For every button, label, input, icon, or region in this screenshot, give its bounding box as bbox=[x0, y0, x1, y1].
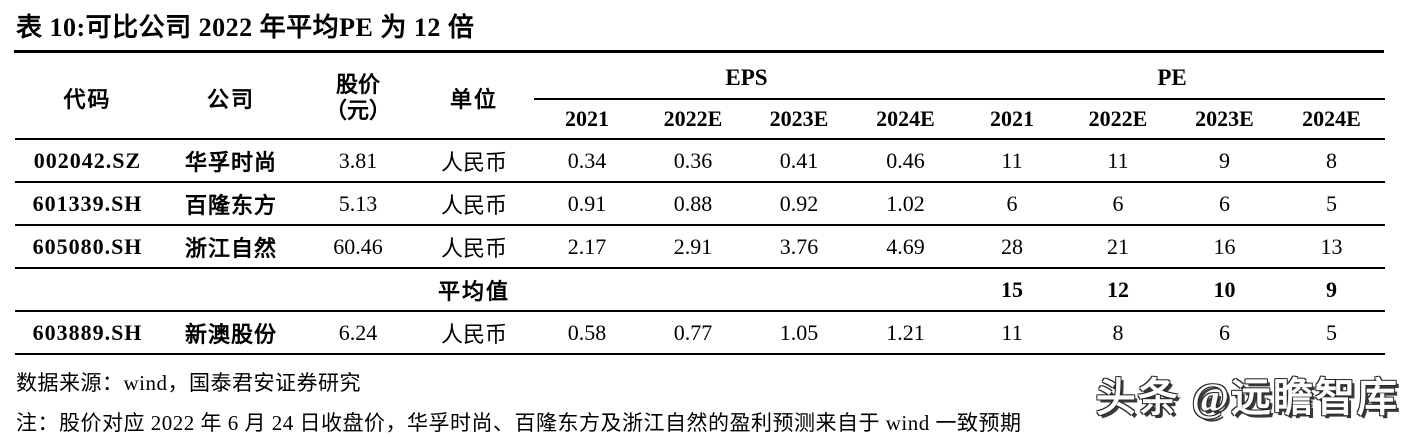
cell-eps-2023e bbox=[746, 268, 852, 312]
col-header-company: 公司 bbox=[160, 53, 302, 140]
cell-pe-2022e: 6 bbox=[1065, 182, 1171, 226]
cell-pe-2022e: 21 bbox=[1065, 225, 1171, 269]
eps-year-2023e: 2023E bbox=[746, 99, 852, 140]
group-header-pe: PE bbox=[959, 53, 1386, 100]
table-row-xinao: 603889.SH 新澳股份 6.24 人民币 0.58 0.77 1.05 1… bbox=[15, 311, 1386, 355]
cell-code: 002042.SZ bbox=[15, 139, 160, 183]
cell-eps-2021: 0.91 bbox=[534, 182, 640, 226]
cell-eps-2022e: 2.91 bbox=[640, 225, 746, 269]
cell-pe-2024e: 5 bbox=[1278, 311, 1386, 355]
cell-average-label: 平均值 bbox=[414, 268, 534, 312]
cell-eps-2024e: 4.69 bbox=[852, 225, 959, 269]
cell-pe-2024e: 8 bbox=[1278, 139, 1386, 183]
cell-company: 百隆东方 bbox=[160, 182, 302, 226]
cell-pe-2023e: 16 bbox=[1171, 225, 1278, 269]
cell-company: 浙江自然 bbox=[160, 225, 302, 269]
cell-eps-2021: 0.58 bbox=[534, 311, 640, 355]
cell-eps-2022e: 0.88 bbox=[640, 182, 746, 226]
group-header-eps: EPS bbox=[534, 53, 959, 100]
pe-year-2023e: 2023E bbox=[1171, 99, 1278, 140]
cell-eps-2021 bbox=[534, 268, 640, 312]
cell-company: 华孚时尚 bbox=[160, 139, 302, 183]
cell-eps-2023e: 0.92 bbox=[746, 182, 852, 226]
cell-code: 605080.SH bbox=[15, 225, 160, 269]
cell-pe-2022e: 8 bbox=[1065, 311, 1171, 355]
header-group-row: 代码 公司 股价 （元） 单位 EPS PE bbox=[15, 53, 1386, 140]
table-row-zhejiang: 605080.SH 浙江自然 60.46 人民币 2.17 2.91 3.76 … bbox=[15, 225, 1386, 269]
cell-pe-2024e: 13 bbox=[1278, 225, 1386, 269]
pe-year-2021: 2021 bbox=[959, 99, 1065, 140]
cell-pe-2021: 28 bbox=[959, 225, 1065, 269]
cell-eps-2023e: 1.05 bbox=[746, 311, 852, 355]
cell-eps-2021: 2.17 bbox=[534, 225, 640, 269]
cell-pe-2022e: 12 bbox=[1065, 268, 1171, 312]
cell-eps-2022e: 0.36 bbox=[640, 139, 746, 183]
cell-pe-2021: 11 bbox=[959, 311, 1065, 355]
eps-year-2022e: 2022E bbox=[640, 99, 746, 140]
col-header-unit: 单位 bbox=[414, 53, 534, 140]
table-row-bailong: 601339.SH 百隆东方 5.13 人民币 0.91 0.88 0.92 1… bbox=[15, 182, 1386, 226]
cell-unit: 人民币 bbox=[414, 311, 534, 355]
cell-pe-2024e: 9 bbox=[1278, 268, 1386, 312]
price-header-line1: 股价 bbox=[335, 72, 380, 98]
cell-pe-2023e: 6 bbox=[1171, 311, 1278, 355]
cell-code bbox=[15, 268, 160, 312]
pe-year-2024e: 2024E bbox=[1278, 99, 1386, 140]
cell-eps-2023e: 0.41 bbox=[746, 139, 852, 183]
table-row-huafu: 002042.SZ 华孚时尚 3.81 人民币 0.34 0.36 0.41 0… bbox=[15, 139, 1386, 183]
cell-unit: 人民币 bbox=[414, 225, 534, 269]
cell-price: 5.13 bbox=[302, 182, 414, 226]
report-page: 表 10:可比公司 2022 年平均PE 为 12 倍 代码 公司 股价 （元）… bbox=[0, 7, 1407, 435]
cell-eps-2022e: 0.77 bbox=[640, 311, 746, 355]
col-header-price: 股价 （元） bbox=[302, 53, 414, 140]
cell-price: 3.81 bbox=[302, 139, 414, 183]
cell-code: 601339.SH bbox=[15, 182, 160, 226]
eps-year-2021: 2021 bbox=[534, 99, 640, 140]
cell-pe-2022e: 11 bbox=[1065, 139, 1171, 183]
cell-company: 新澳股份 bbox=[160, 311, 302, 355]
eps-year-2024e: 2024E bbox=[852, 99, 959, 140]
cell-unit: 人民币 bbox=[414, 182, 534, 226]
cell-pe-2023e: 6 bbox=[1171, 182, 1278, 226]
cell-company bbox=[160, 268, 302, 312]
pe-year-2022e: 2022E bbox=[1065, 99, 1171, 140]
cell-eps-2024e bbox=[852, 268, 959, 312]
cell-eps-2023e: 3.76 bbox=[746, 225, 852, 269]
cell-pe-2021: 11 bbox=[959, 139, 1065, 183]
cell-pe-2021: 15 bbox=[959, 268, 1065, 312]
header-years-row: 2021 2022E 2023E 2024E 2021 2022E 2023E … bbox=[15, 99, 1386, 140]
table-title: 表 10:可比公司 2022 年平均PE 为 12 倍 bbox=[16, 13, 475, 42]
col-header-code: 代码 bbox=[15, 53, 160, 140]
cell-price: 60.46 bbox=[302, 225, 414, 269]
comparable-companies-table: 代码 公司 股价 （元） 单位 EPS PE 2021 2022E 2023E … bbox=[15, 53, 1386, 355]
watermark-toutiao-yuanzhan: 头条 @远瞻智库 bbox=[1095, 375, 1399, 420]
cell-price: 6.24 bbox=[302, 311, 414, 355]
cell-eps-2021: 0.34 bbox=[534, 139, 640, 183]
cell-eps-2024e: 1.21 bbox=[852, 311, 959, 355]
cell-price bbox=[302, 268, 414, 312]
table-row-average: 平均值 15 12 10 9 bbox=[15, 268, 1386, 312]
cell-eps-2024e: 0.46 bbox=[852, 139, 959, 183]
cell-pe-2023e: 10 bbox=[1171, 268, 1278, 312]
cell-pe-2024e: 5 bbox=[1278, 182, 1386, 226]
data-source-line: 数据来源：wind，国泰君安证券研究 bbox=[16, 371, 361, 395]
title-rule bbox=[14, 50, 1384, 53]
cell-unit: 人民币 bbox=[414, 139, 534, 183]
cell-eps-2022e bbox=[640, 268, 746, 312]
cell-eps-2024e: 1.02 bbox=[852, 182, 959, 226]
price-header-line2: （元） bbox=[324, 97, 391, 123]
cell-pe-2021: 6 bbox=[959, 182, 1065, 226]
cell-code: 603889.SH bbox=[15, 311, 160, 355]
cell-pe-2023e: 9 bbox=[1171, 139, 1278, 183]
